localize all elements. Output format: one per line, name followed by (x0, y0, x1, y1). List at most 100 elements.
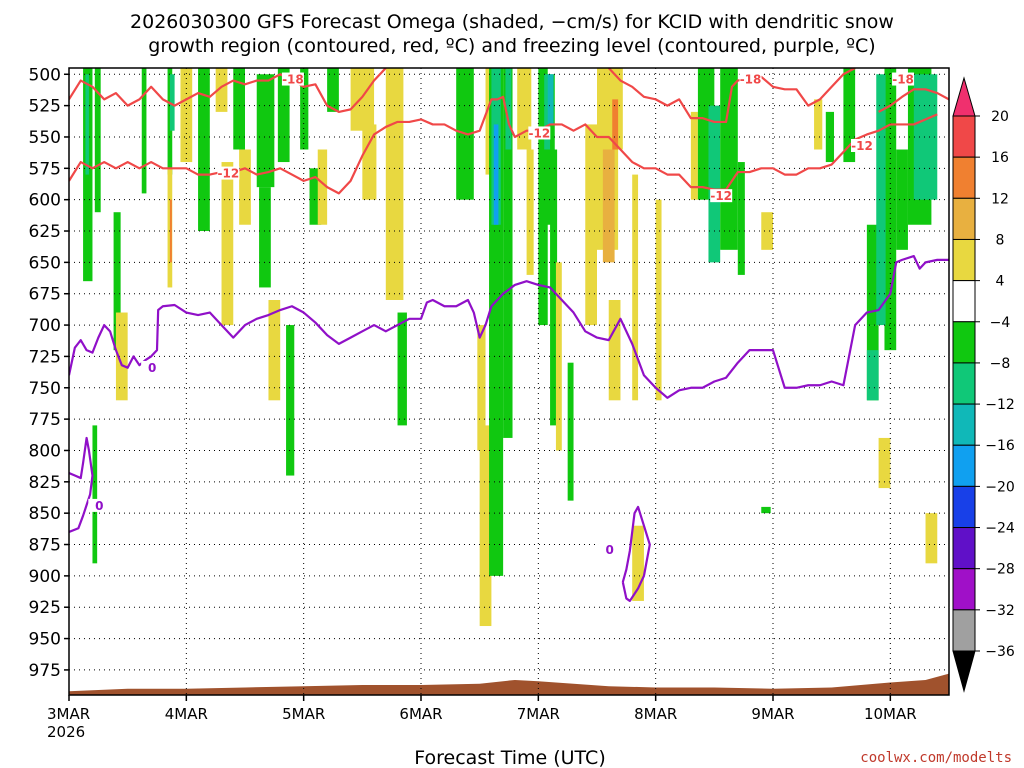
dgz-contour-line (69, 68, 387, 113)
omega-cell (385, 68, 404, 300)
colorbar-label: −16 (985, 438, 1015, 454)
omega-cell (517, 68, 532, 150)
colorbar-segment (952, 444, 976, 487)
dgz-contour-label: -12 (851, 139, 873, 153)
y-tick-label: 550 (29, 128, 61, 148)
colorbar-segment (952, 280, 976, 323)
omega-cell (221, 162, 234, 326)
omega-cell (115, 312, 128, 401)
dgz-contour-line (69, 95, 938, 195)
dgz-contour-label-bg (710, 189, 733, 203)
x-tick-label: 9MAR (751, 705, 794, 723)
freezing-contour-line (69, 436, 94, 534)
omega-cell (215, 68, 228, 112)
x-tick-label: 10MAR (864, 705, 917, 723)
omega-cell (761, 506, 771, 514)
omega-cell (567, 362, 574, 501)
omega-cell (761, 212, 773, 250)
dgz-contour-group (69, 68, 949, 195)
dgz-contour-label-bg (851, 139, 873, 153)
dgz-contour-label-bg (739, 72, 762, 86)
omega-cell (198, 68, 210, 232)
dgz-contour-label-bg (217, 166, 240, 180)
y-tick-label: 500 (29, 65, 61, 85)
colorbar-label: 4 (996, 274, 1005, 290)
dgz-contour-label-bg (528, 126, 551, 140)
omega-cell (397, 312, 407, 426)
omega-cell (538, 68, 548, 326)
y-tick-label: 600 (29, 191, 61, 211)
omega-cell (493, 124, 499, 225)
y-tick-label: 825 (29, 473, 61, 493)
colorbar-label: −28 (985, 562, 1015, 578)
y-tick-label: 800 (29, 441, 61, 461)
omega-cell (350, 68, 375, 131)
plot-area: -18 -12 -12 -18 -18 -12 -12 0 0 0 500 525 550 575 600 6… (29, 65, 950, 741)
dgz-contour-label: -12 (528, 126, 550, 140)
chart-title-line-2: growth region (contoured, red, ºC) and f… (148, 35, 875, 57)
freezing-contour-group (69, 255, 949, 603)
dgz-contour-line (607, 68, 856, 124)
omega-cell (720, 68, 738, 250)
dgz-contour-label-bg (281, 72, 304, 86)
omega-cell (544, 74, 551, 150)
omega-cell (555, 262, 562, 451)
colorbar-label: −20 (985, 479, 1015, 495)
omega-cell (317, 149, 328, 225)
omega-cell (866, 350, 879, 401)
omega-cell (92, 425, 98, 564)
freezing-contour-label-bg (88, 498, 111, 512)
omega-cell (612, 99, 619, 150)
omega-cell (277, 68, 290, 163)
terrain-fill (69, 673, 949, 695)
colorbar-segment (952, 403, 976, 446)
omega-cell (94, 68, 101, 213)
colorbar-label: −36 (985, 644, 1015, 660)
colorbar-label: −32 (985, 603, 1015, 619)
omega-cell (884, 68, 897, 351)
omega-cell (256, 74, 275, 188)
freezing-contour-label: 0 (148, 361, 156, 375)
omega-cell (479, 425, 492, 627)
freezing-contour-label: 0 (606, 543, 614, 557)
colorbar-segment (952, 609, 976, 652)
omega-cell (632, 525, 644, 601)
plot-frame (68, 67, 950, 696)
dgz-contour-label: -18 (892, 73, 914, 87)
colorbar-label: 8 (996, 232, 1005, 248)
y-tick-label: 875 (29, 536, 61, 556)
y-tick-label: 650 (29, 253, 61, 273)
omega-cell (505, 68, 512, 150)
omega-cell (708, 105, 721, 263)
omega-cell (503, 68, 513, 438)
freezing-contour-label: 0 (95, 499, 103, 513)
colorbar-segment (952, 115, 976, 158)
colorbar-segment (952, 156, 976, 199)
omega-cell (526, 149, 534, 275)
credit-text: coolwx.com/modelts (860, 750, 1012, 766)
x-tick-label: 7MAR (517, 705, 560, 723)
freezing-contour-labels: 0 0 0 (88, 360, 621, 557)
dgz-contour-label: -12 (218, 167, 240, 181)
y-tick-label: 725 (29, 347, 61, 367)
colorbar-label: −12 (985, 397, 1015, 413)
y-tick-label: 625 (29, 222, 61, 242)
dgz-contour-labels: -18 -12 -12 -18 -18 -12 -12 (217, 72, 915, 203)
freezing-contour-label-bg (141, 360, 164, 374)
freezing-contour-label-bg (598, 542, 621, 556)
x-tick-label: 6MAR (399, 705, 442, 723)
omega-cell (180, 68, 193, 163)
dgz-contour-label: -18 (282, 73, 304, 87)
omega-cell (843, 68, 856, 163)
colorbar: 20 16 12 8 4 −4 −8 −12 −16 −20 −24 −28 −32 −36 (952, 76, 1015, 693)
omega-cell (896, 149, 908, 250)
y-tick-label: 950 (29, 630, 61, 650)
colorbar-segment (952, 485, 976, 529)
omega-cell (814, 99, 823, 150)
colorbar-label: 20 (991, 109, 1009, 125)
dgz-contour-label-bg (892, 72, 915, 86)
x-axis-label: Forecast Time (UTC) (414, 747, 605, 768)
omega-cell (925, 513, 938, 564)
omega-cell (268, 299, 281, 401)
dgz-contour-label: -12 (710, 189, 732, 203)
